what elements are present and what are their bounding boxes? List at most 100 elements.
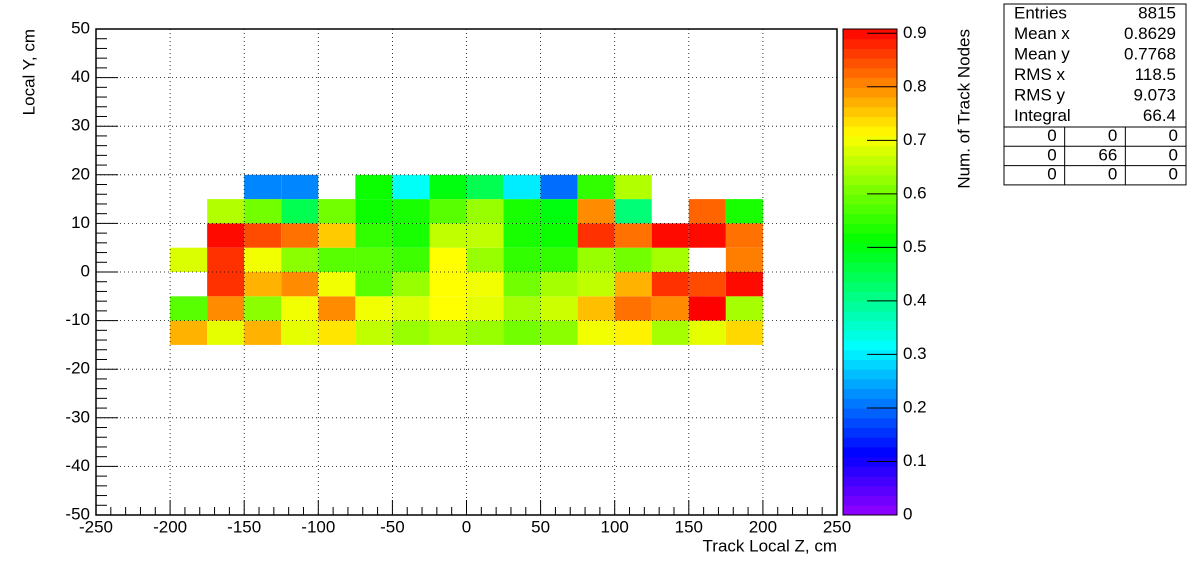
heat-cell (688, 199, 726, 224)
overflow-cell: 66 (1098, 145, 1117, 164)
x-tick-label: -250 (79, 517, 113, 536)
color-band (843, 165, 897, 176)
heat-cell (392, 247, 430, 272)
heat-cell (244, 174, 282, 200)
heat-cell (651, 223, 689, 248)
heat-cell (614, 272, 652, 297)
heat-cell (244, 223, 282, 248)
heat-cell (244, 320, 282, 345)
heat-cell (540, 272, 578, 297)
z-tick-label: 0.5 (903, 237, 927, 256)
color-band (843, 87, 897, 98)
stats-box (1003, 3, 1187, 186)
overflow-cell: 0 (1047, 165, 1056, 184)
heat-cell (503, 247, 541, 272)
heat-cell (540, 223, 578, 248)
color-band (843, 388, 897, 399)
z-axis-title: Num. of Track Nodes (954, 29, 973, 189)
heat-cell (688, 320, 726, 345)
color-band (843, 135, 897, 147)
heat-cell (725, 272, 763, 297)
x-tick-label: 150 (675, 517, 703, 536)
x-tick-label: 100 (601, 517, 629, 536)
heat-cell (355, 199, 393, 224)
heat-cell (318, 320, 356, 345)
color-band (843, 262, 897, 273)
z-tick-label: 0 (903, 504, 912, 523)
x-tick-label: 50 (531, 517, 550, 536)
heat-cell (540, 247, 578, 272)
color-band (843, 398, 897, 409)
heat-cell (429, 223, 467, 248)
heat-cell (503, 320, 541, 345)
overflow-cell: 0 (1169, 165, 1178, 184)
stats-value: 118.5 (1135, 65, 1176, 84)
overflow-cell: 0 (1047, 145, 1056, 164)
heat-cell (725, 296, 763, 321)
heat-cell (725, 247, 763, 272)
heat-cell (170, 247, 208, 272)
heat-cell (577, 174, 615, 200)
heat-cell (244, 199, 282, 224)
color-band (843, 427, 897, 438)
y-tick-label: -50 (65, 504, 90, 523)
z-tick-label: 0.9 (903, 23, 927, 42)
heat-cell (466, 320, 504, 345)
x-axis-title: Track Local Z, cm (703, 536, 837, 555)
heat-cell (355, 272, 393, 297)
heat-cell (318, 296, 356, 321)
heat-cell (429, 174, 467, 200)
heat-cell (466, 247, 504, 272)
heat-cell (725, 223, 763, 248)
color-band (843, 359, 897, 370)
y-tick-label: -30 (65, 407, 90, 426)
y-tick-label: 20 (71, 164, 90, 183)
color-band (843, 126, 897, 137)
color-band (843, 116, 897, 127)
heat-cell (651, 247, 689, 272)
heat-cell (207, 199, 245, 224)
heat-cell (244, 272, 282, 297)
heat-cell (614, 174, 652, 200)
heat-cell (725, 320, 763, 345)
heat-cell (577, 320, 615, 345)
stats-label: RMS y (1014, 86, 1066, 105)
heat-cell (429, 296, 467, 321)
color-band (843, 97, 897, 108)
heat-cell (429, 247, 467, 272)
heat-cell (614, 199, 652, 224)
heat-cell (540, 199, 578, 224)
stats-label: Integral (1014, 106, 1071, 125)
color-band (843, 301, 897, 312)
color-band (843, 38, 897, 49)
color-band (843, 485, 897, 497)
heat-cell (651, 296, 689, 321)
stats-value: 8815 (1138, 4, 1176, 23)
heat-cell (540, 320, 578, 345)
color-band (843, 320, 897, 331)
heat-cell (503, 174, 541, 200)
heat-cell (429, 272, 467, 297)
stats-label: Mean y (1014, 45, 1070, 64)
z-tick-label: 0.6 (903, 183, 927, 202)
y-tick-label: 10 (71, 213, 90, 232)
heat-cell (540, 174, 578, 200)
z-tick-label: 0.7 (903, 130, 927, 149)
y-tick-label: -40 (65, 456, 90, 475)
color-band (843, 145, 897, 156)
heat-cell (355, 174, 393, 200)
heat-cell (614, 320, 652, 345)
color-band (843, 252, 897, 263)
heat-cell (281, 199, 319, 224)
color-band (843, 29, 897, 40)
heat-cell (318, 223, 356, 248)
color-band (843, 281, 897, 292)
color-band (843, 233, 897, 244)
z-tick-label: 0.1 (903, 451, 927, 470)
color-band (843, 184, 897, 195)
color-band (843, 369, 897, 380)
color-band (843, 378, 897, 390)
heat-cell (577, 199, 615, 224)
heat-cell (688, 223, 726, 248)
